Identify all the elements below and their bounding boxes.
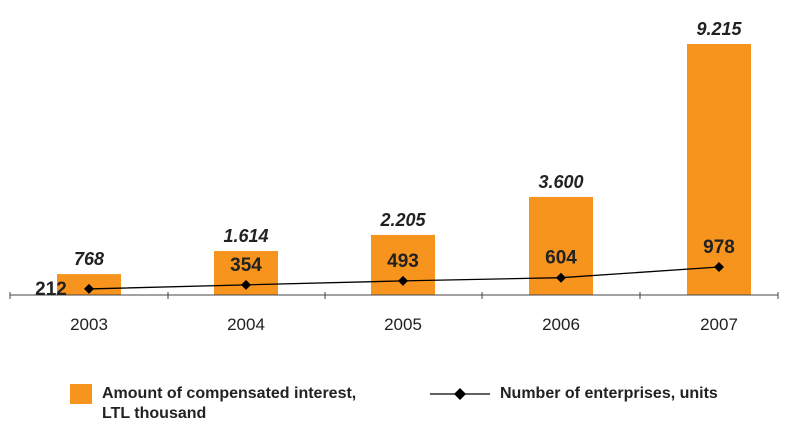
bar-value-label-2007: 9.215: [696, 19, 742, 39]
line-series: [84, 262, 724, 294]
x-tick-label-2007: 2007: [700, 315, 738, 334]
x-axis: 2003 2004 2005 2006 2007: [9, 292, 779, 334]
bar-2007: [687, 44, 751, 295]
line-point-2004: [241, 279, 251, 290]
x-tick-label-2003: 2003: [70, 315, 108, 334]
line-value-label-2003: 212: [35, 279, 67, 300]
line-value-label-2004: 354: [230, 255, 262, 276]
legend-item-bar: Amount of compensated interest, LTL thou…: [70, 384, 356, 424]
line-point-2007: [714, 262, 724, 272]
legend-item-line: Number of enterprises, units: [430, 384, 718, 404]
line-value-label-2005: 493: [387, 251, 419, 272]
bar-value-label-2003: 768: [74, 249, 104, 269]
chart-canvas: 2003 2004 2005 2006 2007 768 1.614 2.205 3.600 9…: [9, 19, 779, 334]
bar-series: [57, 44, 751, 295]
legend-bar-label: Amount of compensated interest, LTL thou…: [102, 385, 357, 422]
bar-value-label-2004: 1.614: [223, 226, 268, 246]
data-labels: 768 1.614 2.205 3.600 9.215 212 354 493 604 978: [35, 19, 742, 300]
x-tick-label-2004: 2004: [227, 315, 265, 334]
diamond-line-icon: [430, 388, 490, 400]
line-point-2003: [84, 283, 94, 294]
bar-value-label-2005: 2.205: [379, 210, 426, 230]
x-tick-label-2005: 2005: [384, 315, 422, 334]
x-tick-label-2006: 2006: [542, 315, 580, 334]
line-point-2005: [398, 275, 408, 286]
bar-value-label-2006: 3.600: [538, 172, 583, 192]
legend-line-label: Number of enterprises, units: [500, 385, 718, 402]
bar-swatch-icon: [70, 384, 92, 404]
line-value-label-2007: 978: [703, 237, 735, 258]
line-point-2006: [556, 272, 566, 283]
line-value-label-2006: 604: [545, 248, 577, 269]
